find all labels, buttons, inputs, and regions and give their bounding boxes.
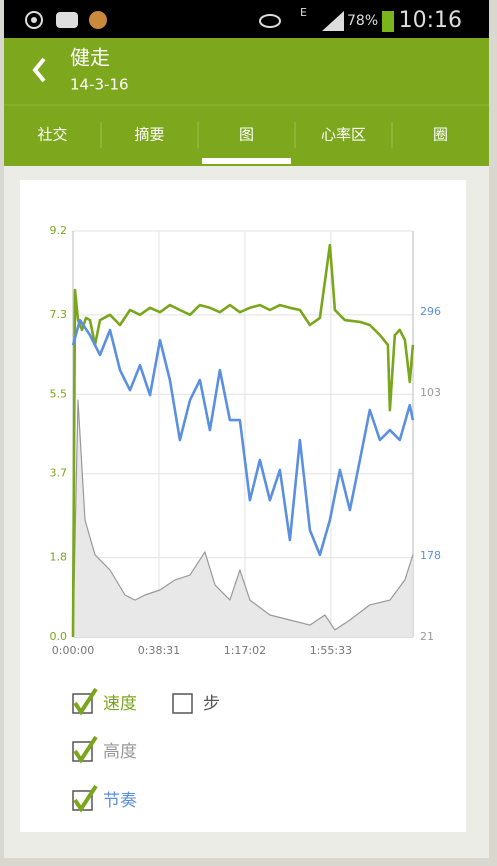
gps-icon (25, 11, 43, 29)
series-line (72, 399, 414, 638)
back-button[interactable] (32, 57, 46, 83)
eye-icon (259, 14, 281, 28)
network-type: E (300, 6, 307, 19)
y-tick-label: 7.3 (50, 308, 68, 321)
checkmark (73, 735, 98, 764)
signal-icon (322, 11, 344, 31)
x-tick-label: 1:17:02 (224, 644, 266, 657)
y-tick-label: 9.2 (50, 224, 68, 237)
checkmark (73, 687, 98, 716)
card (20, 180, 466, 832)
clock: 10:16 (399, 8, 462, 33)
tab[interactable]: 摘要 (134, 126, 164, 144)
tab-indicator (202, 158, 291, 164)
gps-icon-dot (31, 17, 37, 23)
legend-label[interactable]: 步 (203, 694, 220, 714)
tab[interactable]: 心率区 (321, 126, 366, 144)
legend-label[interactable]: 节奏 (103, 791, 137, 811)
battery-icon (382, 11, 394, 32)
tab[interactable]: 圈 (433, 126, 448, 144)
y-right-tick-label: 21 (420, 630, 434, 643)
tab[interactable]: 图 (239, 126, 254, 144)
y-right-tick-label: 103 (420, 386, 441, 399)
checkmark (73, 784, 98, 813)
legend-label[interactable]: 速度 (103, 694, 137, 714)
battery-percent: 78% (347, 13, 378, 29)
y-tick-label: 5.5 (50, 387, 68, 400)
action-bar (4, 38, 489, 166)
y-right-tick-label: 178 (420, 549, 441, 562)
status-bar (4, 0, 489, 38)
series-line (71, 243, 415, 638)
y-tick-label: 1.8 (50, 551, 68, 564)
x-tick-label: 1:55:33 (310, 644, 352, 657)
app-icon (89, 11, 107, 29)
x-tick-label: 0:00:00 (52, 644, 94, 657)
header-subtitle: 14-3-16 (70, 76, 129, 94)
checkbox[interactable] (172, 693, 193, 714)
x-tick-label: 0:38:31 (138, 644, 180, 657)
y-tick-label: 3.7 (50, 467, 68, 480)
legend-label[interactable]: 高度 (103, 742, 137, 762)
app-icon (56, 12, 78, 28)
y-tick-label: 0.0 (50, 630, 68, 643)
tab[interactable]: 社交 (37, 126, 67, 144)
area (73, 400, 413, 637)
header-title: 健走 (70, 46, 110, 70)
y-right-tick-label: 296 (420, 305, 441, 318)
series-line (71, 318, 415, 557)
